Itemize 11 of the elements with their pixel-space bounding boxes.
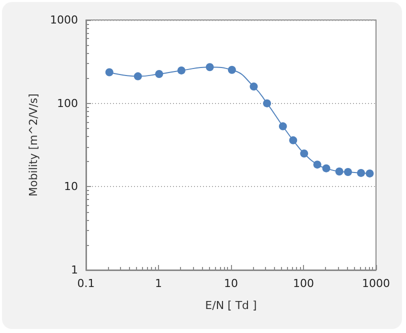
y-axis-title: Mobility [m^2/V/s] — [27, 94, 40, 196]
y-tick-label: 1 — [71, 264, 78, 276]
y-tick-label: 10 — [64, 180, 78, 194]
x-tick-label: 1000 — [362, 277, 390, 290]
y-tick-label: 100 — [57, 96, 78, 110]
x-axis-title: E/N [ Td ] — [205, 299, 257, 312]
x-tick-label: 100 — [293, 277, 314, 290]
x-tick-label: 1 — [155, 277, 162, 290]
x-tick-label: 0.1 — [77, 277, 95, 290]
x-tick-label: 10 — [224, 277, 238, 290]
y-tick-label: 1000 — [50, 14, 78, 26]
